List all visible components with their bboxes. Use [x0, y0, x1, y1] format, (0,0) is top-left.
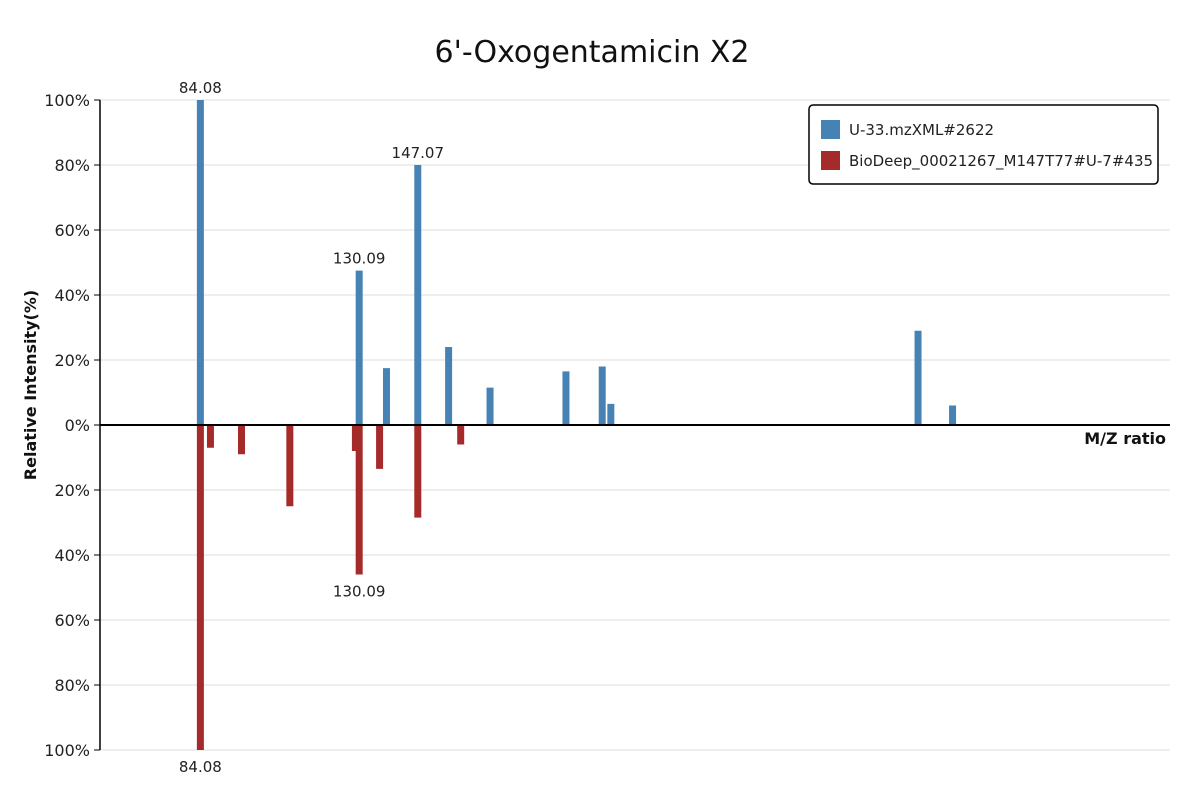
peak-label-bottom: 130.09 — [333, 583, 386, 601]
spectrum-bar — [445, 347, 453, 425]
spectrum-bar — [949, 405, 957, 425]
spectrum-bar — [286, 425, 294, 507]
x-axis-label: M/Z ratio — [1084, 429, 1166, 448]
y-tick-label: 80% — [54, 156, 90, 175]
peak-label-top: 84.08 — [179, 79, 222, 97]
peak-label-top: 147.07 — [392, 144, 445, 162]
spectrum-bar — [238, 425, 246, 455]
y-tick-label: 60% — [54, 221, 90, 240]
y-tick-label: 0% — [65, 416, 90, 435]
peak-labels: 84.08 130.09 147.07 130.09 84.08 — [179, 79, 444, 776]
legend-box — [808, 104, 1159, 185]
legend-swatch — [821, 120, 840, 139]
spectrum-bar — [607, 403, 615, 425]
chart-title: 6'-Oxogentamicin X2 — [434, 35, 749, 70]
y-tick-label: 100% — [44, 91, 90, 110]
axes — [99, 100, 1170, 750]
y-tick-label: 20% — [54, 351, 90, 370]
spectrum-bar — [355, 270, 363, 425]
y-tick-label: 20% — [54, 481, 90, 500]
grid-lines — [100, 99, 1170, 751]
spectrum-bar — [355, 425, 363, 575]
legend-swatch — [821, 151, 840, 170]
y-tick-label: 40% — [54, 286, 90, 305]
y-tick-label: 100% — [44, 741, 90, 760]
spectrum-bar — [351, 425, 359, 451]
spectrum-bar — [414, 425, 422, 518]
legend: U-33.mzXML#2622 BioDeep_00021267_M147T77#… — [808, 104, 1159, 185]
spectrum-bar — [562, 371, 570, 425]
spectrum-bar — [382, 368, 390, 425]
bars — [196, 100, 957, 750]
peak-label-top: 130.09 — [333, 250, 386, 268]
spectrum-bar — [486, 387, 494, 425]
spectrum-bar — [196, 425, 204, 750]
spectrum-bar — [196, 100, 204, 425]
legend-label: BioDeep_00021267_M147T77#U-7#435 — [849, 152, 1153, 171]
spectrum-bar — [206, 425, 214, 448]
legend-label: U-33.mzXML#2622 — [849, 121, 994, 139]
spectrum-bar — [598, 366, 606, 425]
peak-label-bottom: 84.08 — [179, 758, 222, 776]
spectrum-bar — [376, 425, 384, 469]
spectrum-bar — [914, 330, 922, 425]
y-tick-label: 60% — [54, 611, 90, 630]
spectrum-bar — [457, 425, 465, 445]
y-axis-label: Relative Intensity(%) — [21, 290, 40, 480]
y-tick-label: 40% — [54, 546, 90, 565]
y-tick-labels: 100% 80% 60% 40% 20% 0% 20% 40% 60% 80% 100% — [44, 91, 100, 760]
y-tick-label: 80% — [54, 676, 90, 695]
spectrum-bar — [414, 165, 422, 425]
